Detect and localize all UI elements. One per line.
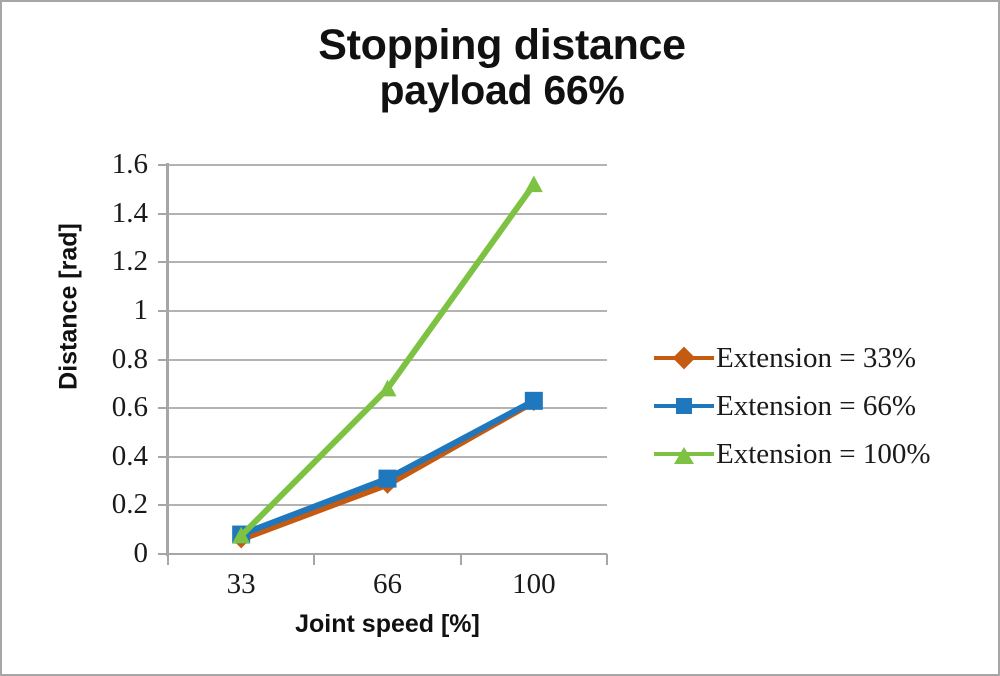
page-title: Stopping distance [318,21,686,69]
gridline [168,407,607,410]
legend-label: Extension = 66% [716,389,916,422]
legend-item-1[interactable]: Extension = 66% [654,382,984,430]
y-axis-tick-label: 0.2 [111,488,148,521]
y-axis-tick [158,212,169,215]
gridline [168,261,607,264]
x-axis-tick-label: 66 [373,568,402,600]
y-axis-tick-label: 0 [133,537,149,569]
gridline [168,455,607,458]
y-axis-tick [158,553,169,555]
y-axis-tick-label: 1.2 [111,245,148,278]
y-axis-tick-label: 1.4 [111,196,148,229]
gridline [168,504,607,507]
legend-marker-triangle [674,447,694,464]
y-axis-tick-label: 0.6 [111,391,148,424]
gridline [168,164,607,166]
legend-item-2[interactable]: Extension = 100% [654,430,984,478]
x-axis-tick-label: 100 [512,568,556,600]
y-axis-tick-labels: 0 0.2 0.4 0.6 0.8 1 1.2 1.4 1.6 [84,2,149,674]
x-axis-tick-label: 33 [226,568,256,600]
x-axis-tick [167,554,169,565]
y-axis-tick-label: 1 [133,293,149,326]
x-axis-title: Joint speed [%] [295,610,480,638]
y-axis-tick-label: 0.4 [111,439,148,472]
gridline [168,358,607,361]
legend-key-icon [654,391,714,421]
gridline [168,212,607,215]
y-axis-tick [158,455,169,458]
gridline [168,553,607,555]
x-axis-tick [459,554,462,565]
chart-legend: Extension = 33% Extension = 66% Extension … [654,334,984,478]
legend-marker-diamond [672,346,696,370]
chart-title-block: Stopping distance payload 66% [122,22,882,113]
gridline [168,309,607,312]
legend-key-icon [654,343,714,373]
plot-area [168,164,607,555]
y-axis-tick [158,504,169,507]
y-axis-tick-label: 0.8 [111,342,148,375]
legend-key-icon [654,439,714,469]
y-axis-title: Distance [rad] [54,223,83,390]
y-axis-tick [158,407,169,410]
legend-label: Extension = 100% [716,437,931,470]
y-axis-tick [158,164,169,166]
y-axis-tick [158,261,169,264]
y-axis-tick-label: 1.6 [111,148,148,180]
legend-marker-square [676,398,692,414]
chart-subtitle: payload 66% [379,67,625,114]
y-axis-tick [158,309,169,312]
x-axis-tick [606,554,608,565]
y-axis-tick [158,358,169,361]
legend-label: Extension = 33% [716,341,916,374]
x-axis-tick [313,554,316,565]
legend-item-0[interactable]: Extension = 33% [654,334,984,382]
